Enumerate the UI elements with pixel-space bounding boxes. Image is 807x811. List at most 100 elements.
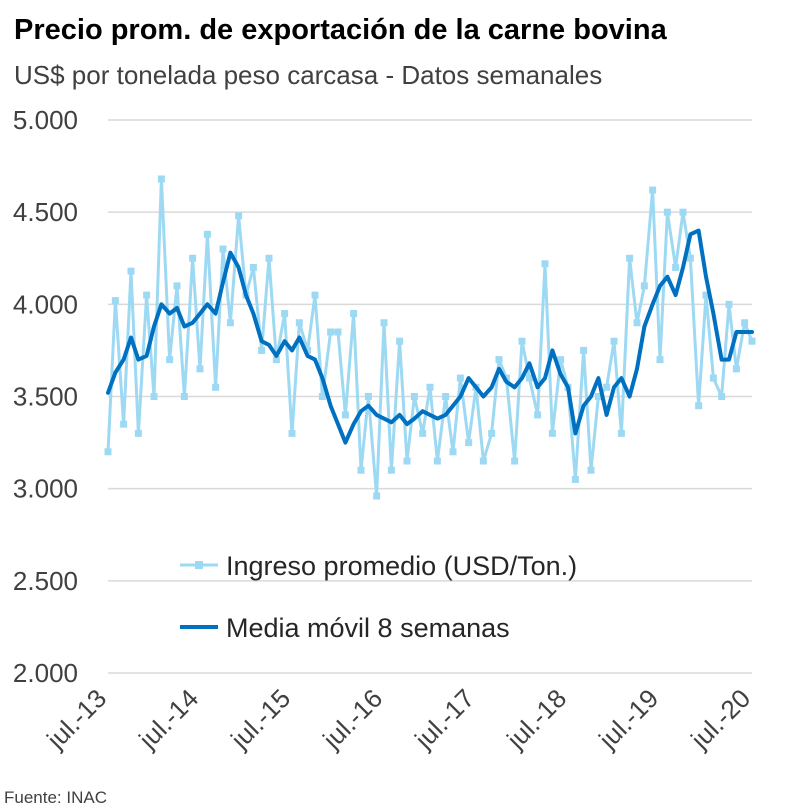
data-point xyxy=(357,466,365,474)
x-tick-label: jul.-20 xyxy=(684,683,756,755)
legend-label: Ingreso promedio (USD/Ton.) xyxy=(226,551,577,581)
data-point xyxy=(518,337,526,345)
data-point xyxy=(272,356,280,364)
data-point xyxy=(649,186,657,194)
data-point xyxy=(265,254,273,262)
data-point xyxy=(702,291,710,299)
data-point xyxy=(672,263,680,271)
data-point xyxy=(442,393,450,400)
legend-label: Media móvil 8 semanas xyxy=(226,613,510,643)
chart-subtitle: US$ por tonelada peso carcasa - Datos se… xyxy=(14,60,603,90)
data-point xyxy=(127,267,135,275)
data-point xyxy=(288,429,296,437)
data-point xyxy=(718,393,726,400)
y-tick-label: 2.000 xyxy=(13,658,78,688)
data-point xyxy=(258,346,266,354)
data-point xyxy=(104,448,112,456)
x-tick-label: jul.-17 xyxy=(408,683,480,755)
data-point xyxy=(465,439,473,447)
y-tick-label: 2.500 xyxy=(13,566,78,596)
data-point xyxy=(488,429,496,437)
data-point xyxy=(610,337,618,345)
x-tick-label: jul.-14 xyxy=(132,683,204,755)
data-point xyxy=(396,337,404,345)
data-point xyxy=(449,448,457,456)
data-point xyxy=(111,297,119,305)
x-tick-label: jul.-18 xyxy=(500,683,572,755)
data-point xyxy=(173,282,181,290)
data-point xyxy=(327,328,335,336)
data-point xyxy=(419,429,427,437)
series-media-movil xyxy=(106,228,754,445)
data-point xyxy=(120,420,128,428)
data-point xyxy=(249,263,257,271)
y-tick-label: 3.000 xyxy=(13,474,78,504)
data-point xyxy=(603,383,611,391)
data-point xyxy=(311,291,319,299)
data-point xyxy=(541,260,549,268)
data-point xyxy=(640,282,648,290)
x-tick-label: jul.-19 xyxy=(592,683,664,755)
data-point xyxy=(495,356,503,364)
data-point xyxy=(373,492,381,500)
data-point xyxy=(656,356,664,364)
data-point xyxy=(219,245,227,253)
gridlines xyxy=(108,119,752,674)
data-point xyxy=(695,402,703,410)
data-point xyxy=(679,208,687,216)
data-point xyxy=(235,212,243,220)
data-point xyxy=(571,475,579,483)
data-point xyxy=(364,393,372,400)
data-point xyxy=(157,175,165,183)
y-tick-label: 5.000 xyxy=(13,105,78,135)
legend: Ingreso promedio (USD/Ton.) Media móvil 8… xyxy=(180,551,577,643)
data-point xyxy=(580,346,588,354)
data-point xyxy=(150,393,158,400)
source-note: Fuente: INAC xyxy=(4,788,107,807)
data-point xyxy=(741,319,749,327)
data-point xyxy=(709,374,717,382)
data-point xyxy=(166,356,174,364)
data-point xyxy=(732,365,740,373)
legend-marker xyxy=(195,561,203,569)
x-axis-tick-labels: jul.-13 jul.-14 jul.-15 jul.-16 jul.-17 jul.-… xyxy=(40,683,756,755)
data-point xyxy=(534,411,542,419)
data-point xyxy=(189,254,197,262)
data-point xyxy=(203,230,211,238)
series-ingreso-promedio xyxy=(104,175,756,500)
data-point xyxy=(410,393,418,400)
data-point xyxy=(686,254,694,262)
y-tick-label: 3.500 xyxy=(13,382,78,412)
data-point xyxy=(626,254,634,262)
data-point xyxy=(525,374,533,382)
data-point xyxy=(134,429,142,437)
data-point xyxy=(511,457,519,465)
data-point xyxy=(304,346,312,354)
data-point xyxy=(350,310,358,318)
data-point xyxy=(403,457,411,465)
data-point xyxy=(548,429,556,437)
data-point xyxy=(748,337,756,345)
data-point xyxy=(663,208,671,216)
data-point xyxy=(180,393,188,400)
data-point xyxy=(587,466,595,474)
data-point xyxy=(725,300,733,308)
data-point xyxy=(226,319,234,327)
data-point xyxy=(196,365,204,373)
data-point xyxy=(456,374,464,382)
data-point xyxy=(212,383,220,391)
x-tick-label: jul.-16 xyxy=(316,683,388,755)
data-point xyxy=(334,328,342,336)
data-point xyxy=(387,466,395,474)
chart-title: Precio prom. de exportación de la carne … xyxy=(14,14,667,46)
x-tick-label: jul.-15 xyxy=(224,683,296,755)
line-chart: 2.000 2.500 3.000 3.500 4.000 4.500 5.000 jul.… xyxy=(13,105,756,755)
y-axis-tick-labels: 2.000 2.500 3.000 3.500 4.000 4.500 5.000 xyxy=(13,105,78,688)
data-point xyxy=(617,429,625,437)
data-point xyxy=(318,393,326,400)
data-point xyxy=(557,356,565,364)
series-line-ingreso xyxy=(106,177,754,498)
data-point xyxy=(594,393,602,400)
data-point xyxy=(380,319,388,327)
data-point xyxy=(633,319,641,327)
